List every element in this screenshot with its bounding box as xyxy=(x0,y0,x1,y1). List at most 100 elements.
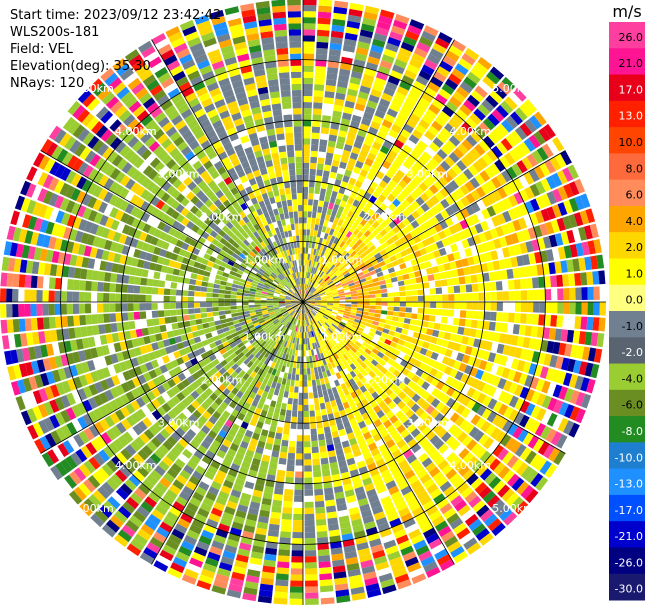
range-gate xyxy=(303,71,314,79)
range-gate xyxy=(193,302,201,308)
range-gate xyxy=(375,330,383,336)
range-gate xyxy=(461,239,470,249)
range-gate xyxy=(467,456,479,468)
range-gate xyxy=(587,302,594,316)
range-gate xyxy=(512,324,520,335)
range-gate xyxy=(349,363,357,371)
range-gate xyxy=(342,315,350,320)
range-gate xyxy=(335,261,342,268)
range-gate xyxy=(328,134,338,142)
range-gate xyxy=(472,302,479,310)
range-gate xyxy=(333,259,340,266)
range-gate xyxy=(528,134,541,149)
range-gate xyxy=(332,308,339,312)
range-gate xyxy=(376,351,385,359)
range-gate xyxy=(421,457,433,468)
range-gate xyxy=(236,308,244,313)
range-gate xyxy=(337,325,344,331)
range-gate xyxy=(481,208,491,220)
range-gate xyxy=(326,319,333,325)
range-gate xyxy=(516,360,526,372)
range-gate xyxy=(316,29,330,37)
range-gate xyxy=(451,39,467,52)
range-gate xyxy=(560,150,572,166)
range-gate xyxy=(550,315,558,327)
range-gate xyxy=(403,318,411,324)
range-gate xyxy=(303,205,308,212)
range-gate xyxy=(574,195,585,211)
range-gate xyxy=(286,403,293,411)
range-gate xyxy=(332,292,339,296)
range-gate xyxy=(304,271,306,278)
range-gate xyxy=(133,294,140,302)
range-gate xyxy=(159,324,167,333)
range-gate xyxy=(352,220,360,229)
range-gate xyxy=(470,319,478,329)
range-gate xyxy=(415,276,423,284)
range-gate xyxy=(435,380,445,391)
range-gate xyxy=(359,320,367,326)
range-gate xyxy=(314,242,319,250)
range-gate xyxy=(411,295,419,302)
range-gate xyxy=(315,415,322,423)
range-gate xyxy=(218,310,226,316)
range-gate xyxy=(379,347,387,355)
range-gate xyxy=(540,178,552,192)
range-gate xyxy=(36,276,44,289)
range-gate xyxy=(386,358,395,366)
range-gate xyxy=(323,376,330,384)
range-gate xyxy=(406,214,416,223)
range-gate xyxy=(399,262,407,270)
range-gate xyxy=(472,500,486,513)
range-gate xyxy=(375,297,382,302)
range-gate xyxy=(98,271,106,282)
range-gate xyxy=(314,84,325,91)
range-gate xyxy=(6,273,14,287)
range-gate xyxy=(321,281,327,287)
range-gate xyxy=(440,405,451,416)
range-gate xyxy=(208,321,216,328)
range-gate xyxy=(304,290,308,297)
range-gate xyxy=(170,282,178,289)
range-gate xyxy=(343,287,350,291)
range-gate xyxy=(478,360,488,371)
range-gate xyxy=(363,358,371,366)
range-gate xyxy=(303,253,306,260)
range-gate xyxy=(433,439,445,450)
range-gate xyxy=(327,254,333,262)
range-gate xyxy=(428,141,440,153)
range-gate xyxy=(399,107,411,118)
range-gate xyxy=(489,281,497,291)
range-gate xyxy=(357,304,364,308)
range-gate xyxy=(487,131,500,145)
range-gate xyxy=(316,41,329,49)
range-gate xyxy=(430,76,444,88)
range-gate xyxy=(371,161,381,171)
range-gate xyxy=(315,379,321,386)
range-gate xyxy=(313,268,318,275)
range-gate xyxy=(335,211,342,219)
range-gate xyxy=(306,229,311,236)
range-gate xyxy=(321,317,327,323)
range-gate xyxy=(323,232,329,240)
range-gate xyxy=(224,298,231,302)
range-gate xyxy=(96,292,104,302)
range-gate xyxy=(324,267,330,274)
range-gate xyxy=(272,499,283,507)
range-gate xyxy=(545,302,552,314)
range-gate xyxy=(315,181,322,189)
range-gate xyxy=(303,283,305,290)
range-gate xyxy=(404,184,414,195)
range-gate xyxy=(477,103,491,117)
range-gate xyxy=(225,282,233,287)
range-gate xyxy=(361,255,369,262)
range-gate xyxy=(303,198,308,206)
range-gate xyxy=(314,187,321,195)
range-gate xyxy=(354,180,363,189)
range-gate xyxy=(303,259,305,266)
range-gate xyxy=(403,279,411,286)
range-gate xyxy=(494,270,502,281)
range-gate xyxy=(487,352,497,363)
range-gate xyxy=(563,302,570,315)
range-gate xyxy=(433,345,442,354)
